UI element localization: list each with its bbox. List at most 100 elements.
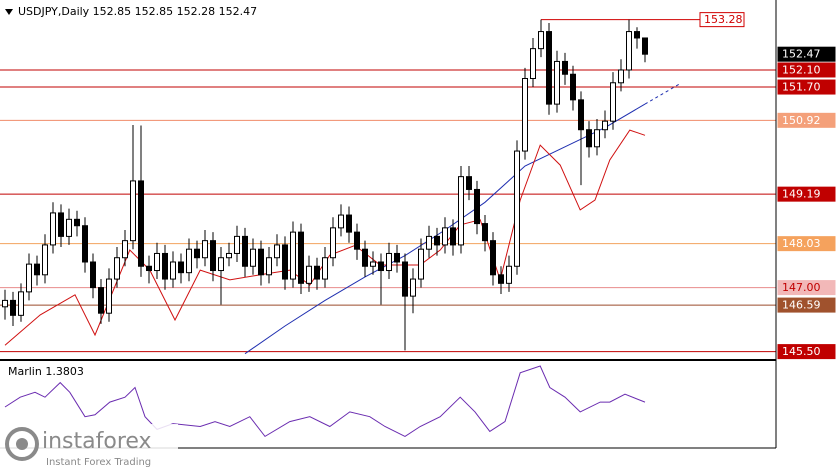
level-label-box	[777, 46, 836, 62]
candle-body	[378, 261, 384, 272]
level-label-box	[777, 344, 836, 360]
candle-body	[282, 244, 288, 280]
candle-body	[210, 240, 216, 272]
candle-body	[346, 214, 352, 233]
level-label: 151.70	[782, 81, 821, 94]
candle-body	[274, 244, 280, 259]
candle-body	[634, 31, 640, 39]
level-label: 149.19	[782, 188, 821, 201]
watermark-tagline: Instant Forex Trading	[46, 457, 151, 468]
candle-body	[514, 150, 520, 267]
level-label-box	[777, 62, 836, 78]
level-label-box	[777, 280, 836, 296]
level-label-box	[777, 79, 836, 95]
candle-body	[314, 265, 320, 280]
candle-body	[642, 37, 648, 55]
candle-body	[386, 252, 392, 272]
candle-body	[2, 299, 8, 308]
candle-body	[330, 227, 336, 259]
candle-body	[474, 188, 480, 225]
candle-body	[98, 287, 104, 314]
candle-body	[266, 257, 272, 276]
candle-body	[258, 248, 264, 276]
candle-body	[466, 176, 472, 190]
candle-body	[594, 129, 600, 148]
watermark: instaforex Instant Forex Trading	[0, 424, 178, 470]
candle-body	[610, 82, 616, 122]
watermark-logo-core	[16, 438, 28, 450]
candle-body	[418, 248, 424, 280]
candle-body	[194, 248, 200, 259]
menu-arrow[interactable]	[5, 9, 13, 15]
candle-body	[370, 261, 376, 267]
chart-title: USDJPY,Daily 152.85 152.85 152.28 152.47	[18, 5, 257, 18]
level-label-box	[777, 297, 836, 313]
candle-body	[34, 263, 40, 276]
candle-body	[50, 212, 56, 246]
candle-body	[322, 257, 328, 280]
candle-body	[90, 261, 96, 289]
indicator-title: Marlin 1.3803	[8, 365, 84, 378]
candle-body	[74, 218, 80, 227]
candle-body	[394, 252, 400, 263]
candle-body	[562, 60, 568, 75]
candle-body	[154, 252, 160, 272]
candle-body	[218, 257, 224, 272]
candle-body	[10, 299, 16, 316]
candle-body	[530, 48, 536, 80]
candle-body	[298, 231, 304, 284]
candle-body	[402, 261, 408, 297]
moving-average	[644, 83, 681, 105]
candle-body	[538, 31, 544, 50]
candle-body	[106, 278, 112, 314]
candle-body	[490, 240, 496, 276]
candle-body	[58, 212, 64, 237]
candle-body	[42, 244, 48, 276]
candle-body	[306, 265, 312, 284]
candle-body	[354, 231, 360, 250]
candle-body	[522, 78, 528, 152]
level-label: 147.00	[782, 281, 821, 294]
candle-body	[586, 129, 592, 148]
candle-body	[546, 31, 552, 105]
candle-body	[450, 227, 456, 246]
watermark-logo	[5, 427, 39, 461]
candle-body	[202, 240, 208, 259]
candle-body	[442, 227, 448, 246]
candle-body	[602, 120, 608, 131]
indicator-line	[4, 365, 646, 438]
candle-body	[362, 248, 368, 267]
candle-body	[338, 214, 344, 229]
candle-body	[170, 261, 176, 280]
candle-body	[482, 223, 488, 242]
candle-body	[130, 180, 136, 242]
candle-body	[18, 291, 24, 316]
candle-body	[162, 252, 168, 280]
candle-body	[234, 235, 240, 254]
price-axis-bg	[776, 0, 837, 470]
level-label-box	[777, 186, 836, 202]
axis-layer: 153.28 152.47 152.10 151.70 150.92 149.19 148.…	[699, 12, 836, 360]
candle-body	[122, 240, 128, 259]
candle-body	[178, 261, 184, 274]
candle-body	[570, 73, 576, 101]
candle-body	[114, 257, 120, 280]
candle-body	[618, 69, 624, 84]
candle-body	[290, 231, 296, 280]
candle-body	[506, 265, 512, 284]
candle-body	[146, 265, 152, 272]
candle-body	[554, 60, 560, 105]
candle-body	[434, 235, 440, 246]
level-label-box	[777, 236, 836, 252]
watermark-brand: instaforex	[42, 429, 152, 454]
level-label: 148.03	[782, 237, 821, 250]
level-label: 146.59	[782, 299, 821, 312]
candle-body	[226, 252, 232, 259]
level-label: 145.50	[782, 345, 821, 358]
candle-body	[250, 248, 256, 267]
candle-body	[186, 248, 192, 274]
candle-body	[242, 235, 248, 267]
level-label: 153.28	[704, 13, 743, 26]
